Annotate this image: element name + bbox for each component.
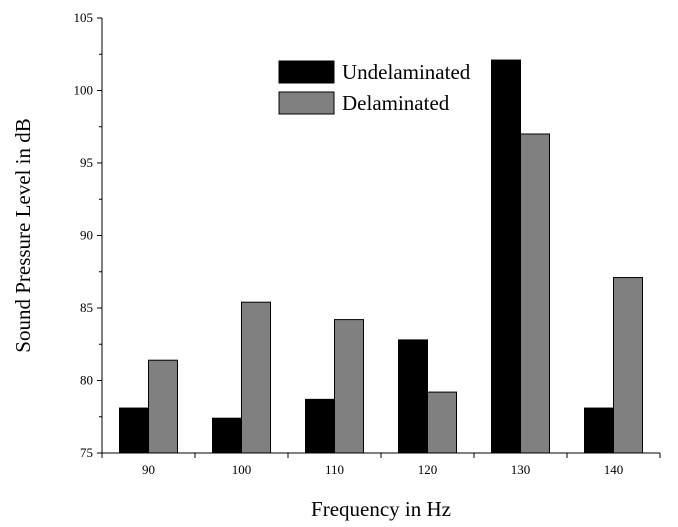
x-tick-label: 90 (142, 462, 155, 477)
y-tick-label: 105 (74, 10, 94, 25)
bar-undelaminated-140 (584, 407, 614, 454)
bar-undelaminated-130 (491, 59, 521, 454)
bar-delaminated-90 (148, 359, 178, 454)
bar-undelaminated-120 (398, 339, 428, 454)
x-tick-label: 130 (511, 462, 531, 477)
legend: Undelaminated Delaminated (278, 60, 471, 115)
x-axis-title: Frequency in Hz (311, 497, 451, 521)
legend-label-undelaminated: Undelaminated (342, 60, 471, 84)
y-tick-label: 100 (74, 83, 94, 98)
plot-area (119, 59, 643, 454)
bar-undelaminated-100 (212, 417, 242, 454)
legend-label-delaminated: Delaminated (342, 91, 450, 115)
x-tick-label: 140 (604, 462, 624, 477)
x-tick-label: 120 (418, 462, 438, 477)
y-tick-label: 80 (80, 373, 93, 388)
y-tick-label: 85 (80, 300, 93, 315)
y-tick-label: 90 (80, 228, 93, 243)
x-axis-ticks: 90 100 110 120 130 140 (101, 453, 661, 477)
x-tick-label: 110 (325, 462, 344, 477)
bar-delaminated-140 (613, 277, 643, 454)
legend-swatch-undelaminated (278, 60, 335, 84)
y-tick-label: 95 (80, 155, 93, 170)
y-tick-label: 75 (80, 445, 93, 460)
bar-delaminated-100 (241, 301, 271, 454)
bar-delaminated-130 (520, 133, 550, 454)
bar-delaminated-120 (427, 391, 457, 454)
y-axis-title: Sound Pressure Level in dB (11, 118, 35, 352)
bar-undelaminated-110 (305, 398, 335, 454)
x-tick-label: 100 (232, 462, 252, 477)
bar-delaminated-110 (334, 319, 364, 454)
bar-undelaminated-90 (119, 407, 149, 454)
legend-swatch-delaminated (278, 91, 335, 115)
y-axis-ticks: 75 80 85 90 95 100 105 (74, 10, 102, 460)
